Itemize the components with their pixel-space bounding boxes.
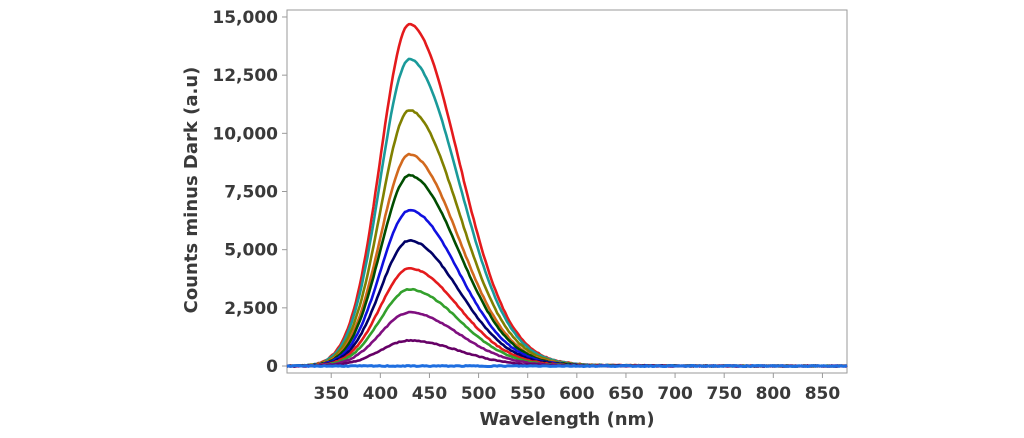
y-tick-label: 7,500	[224, 183, 278, 203]
x-tick-label: 550	[510, 384, 546, 404]
series-layer	[286, 22, 848, 368]
y-tick-label: 0	[266, 357, 278, 377]
y-tick-label: 15,000	[212, 8, 278, 28]
x-tick-label: 600	[559, 384, 595, 404]
y-axis-title: Counts minus Dark (a.u)	[181, 67, 202, 314]
x-tick-label: 350	[313, 384, 349, 404]
x-axis: 350 400 450 500 550 600 650 700 750 800 850	[313, 373, 840, 404]
y-tick-label: 10,000	[212, 124, 278, 144]
x-axis-title: Wavelength (nm)	[479, 409, 654, 430]
x-tick-label: 800	[756, 384, 792, 404]
x-tick-label: 700	[657, 384, 693, 404]
x-tick-label: 450	[412, 384, 448, 404]
x-tick-label: 850	[805, 384, 841, 404]
x-tick-label: 500	[461, 384, 497, 404]
x-tick-label: 750	[706, 384, 742, 404]
y-tick-label: 5,000	[224, 241, 278, 261]
y-axis: 0 2,500 5,000 7,500 10,000 12,500 15,000	[212, 8, 287, 377]
x-tick-label: 650	[608, 384, 644, 404]
plot-area	[286, 9, 848, 374]
spectrum-line	[286, 364, 847, 368]
x-tick-label: 400	[363, 384, 399, 404]
y-tick-label: 12,500	[212, 66, 278, 86]
y-tick-label: 2,500	[224, 299, 278, 319]
